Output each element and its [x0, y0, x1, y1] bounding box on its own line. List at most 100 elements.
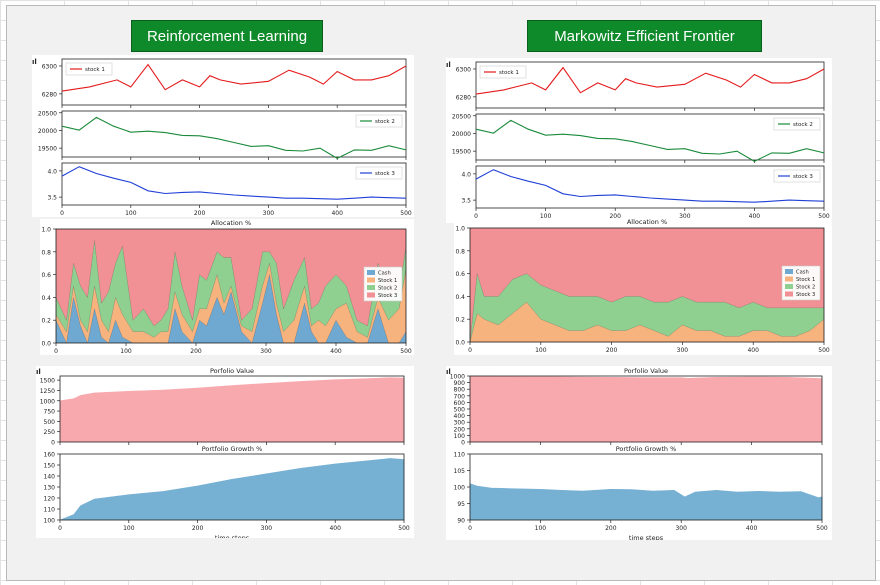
rl-alloc-title: Allocation %: [211, 219, 251, 227]
rl-alloc-xtick-label: 0: [54, 348, 58, 355]
rl-prices-subplot-3-xtick-label: 400: [331, 210, 343, 217]
rl-alloc-xtick-label: 200: [190, 348, 202, 355]
mef-portfolio-value-ytick-label: 0: [461, 440, 465, 447]
mef-prices-subplot-2-ytick-label: 19500: [452, 149, 471, 156]
rl-portfolio-growth-xtick-label: 300: [261, 525, 273, 532]
mef-prices-subplot-2-legend-stock-2: stock 2: [793, 122, 813, 128]
rl-prices-subplot-3-axes-frame: [61, 162, 407, 206]
mef-portfolio-value-ytick-label: 800: [454, 387, 466, 394]
mef-portfolio-value-ytick-label: 1000: [450, 374, 465, 381]
mef-alloc-ytick-label: 0.2: [455, 317, 465, 324]
mef-prices-subplot-3-stock-3-line: [475, 169, 825, 203]
rl-portfolio-value-title: Porfolio Value: [210, 367, 254, 375]
rl-prices-subplot-2-legend-box: [355, 114, 403, 128]
rl-portfolio-growth-ytick-label: 130: [44, 485, 56, 492]
mef-alloc-ytick-label: 0.4: [455, 294, 465, 301]
rl-portfolio-value-ytick-label: 1500: [40, 378, 55, 385]
rl-prices-subplot-3-ytick-label: 4.0: [47, 168, 57, 175]
mef-prices-subplot-1-legend-box: [479, 65, 527, 79]
mef-prices-subplot-2-ytick-label: 20000: [452, 131, 471, 138]
rl-prices-subplot-2-ytick-label: 19500: [38, 146, 57, 153]
header-reinforcement-learning: Reinforcement Learning: [131, 20, 323, 52]
rl-prices-subplot-2-ytick-label: 20500: [38, 110, 57, 117]
mef-portfolio-chart: ıl Porfolio Value 0 100 200 300 400 500 600 700 80…: [446, 366, 832, 540]
rl-portfolio-value-ytick-label: 250: [44, 429, 56, 436]
mef-portfolio-growth-xtick-label: 500: [816, 525, 828, 532]
rl-prices-subplot-1-legend-box: [65, 62, 113, 76]
mef-portfolio-growth-xtick-label: 300: [675, 525, 687, 532]
rl-portfolio-growth-ytick-label: 160: [44, 452, 56, 459]
rl-prices-subplot-2-stock-2-line: [61, 116, 407, 160]
rl-portfolio-growth-ytick-label: 140: [44, 474, 56, 481]
rl-alloc-legend-stock-2: Stock 2: [378, 286, 397, 292]
mef-alloc-legend-stock-3: Stock 3: [796, 292, 815, 298]
mef-prices-subplot-3-axes-frame: [475, 165, 825, 209]
mef-prices-subplot-3-ytick-label: 4.0: [461, 171, 471, 178]
rl-prices-subplot-1-axes-frame: [61, 58, 407, 106]
rl-portfolio-growth-title: Portfolio Growth %: [202, 445, 263, 453]
mef-portfolio-growth-xtick-label: 400: [746, 525, 758, 532]
mef-prices-subplot-3-legend-box: [773, 169, 821, 183]
rl-portfolio-growth-area: [59, 458, 405, 521]
mef-alloc-xtick-label: 500: [818, 347, 830, 354]
rl-prices-subplot-1-ytick-label: 6300: [42, 63, 57, 70]
rl-alloc-ytick-label: 0.8: [41, 249, 51, 256]
rl-prices-subplot-2-legend-stock-2: stock 2: [375, 119, 395, 125]
rl-prices-subplot-3-xtick-label: 500: [400, 210, 412, 217]
rl-portfolio-value-ytick-label: 500: [44, 419, 56, 426]
rl-alloc-xtick-label: 500: [400, 348, 412, 355]
mef-alloc-ytick-label: 0.6: [455, 271, 465, 278]
mef-portfolio-growth-xtick-label: 200: [605, 525, 617, 532]
mef-portfolio-growth-xlabel: time steps: [629, 534, 664, 540]
mef-prices-subplot-1-axes-frame: [475, 61, 825, 109]
mef-portfolio-value-ytick-label: 600: [454, 400, 466, 407]
rl-portfolio-value-ytick-label: 0: [51, 440, 55, 447]
rl-portfolio-chart: ıl Porfolio Value 0 250 500 750 1000 1250 1500 Po…: [36, 366, 414, 538]
rl-portfolio-growth-xtick-label: 500: [398, 525, 410, 532]
mef-portfolio-growth-xtick-label: 100: [535, 525, 547, 532]
mef-alloc-xtick-label: 100: [535, 347, 547, 354]
mef-alloc-ytick-label: 1.0: [455, 226, 465, 233]
rl-portfolio-growth-xtick-label: 0: [58, 525, 62, 532]
rl-portfolio-growth-ytick-label: 150: [44, 463, 56, 470]
rl-alloc-legend-swatch-stock-2: [367, 285, 375, 290]
mef-alloc-xtick-label: 200: [606, 347, 618, 354]
mef-alloc-legend-swatch-stock-3: [785, 291, 793, 297]
rl-alloc-legend-swatch-stock-1: [367, 277, 375, 283]
rl-alloc-legend-stock-3: Stock 3: [378, 293, 397, 299]
rl-alloc-xtick-label: 100: [120, 348, 132, 355]
rl-portfolio-growth-xtick-label: 100: [123, 525, 135, 532]
rl-prices-subplot-3-xtick-label: 300: [263, 210, 275, 217]
rl-stock-prices-chart: ıl 6280 6300 stock 1 19500 20000 20500 stock 2 3…: [32, 55, 414, 217]
rl-portfolio-growth-ytick-label: 110: [44, 507, 56, 514]
rl-prices-subplot-3-xtick-label: 0: [60, 210, 64, 217]
rl-prices-subplot-3-legend-box: [355, 166, 403, 180]
rl-portfolio-growth-ytick-label: 100: [44, 518, 56, 525]
rl-prices-subplot-3-xtick-label: 100: [125, 210, 137, 217]
mef-portfolio-value-ytick-label: 900: [454, 380, 466, 387]
mef-portfolio-corner-mark: ıl: [446, 368, 451, 376]
mef-prices-subplot-3-ytick-label: 3.5: [461, 198, 471, 205]
rl-alloc-axes-frame: [55, 228, 407, 344]
mef-alloc-xtick-label: 300: [677, 347, 689, 354]
rl-portfolio-growth-xtick-label: 200: [192, 525, 204, 532]
rl-portfolio-value-ytick-label: 750: [44, 409, 56, 416]
rl-allocation-chart: Allocation % 0.0 0.2 0.4 0.6 0.8 1.0 0 100 200 300…: [40, 219, 414, 355]
mef-prices-subplot-3-xtick-label: 100: [540, 213, 552, 220]
mef-portfolio-growth-title: Portfolio Growth %: [616, 445, 677, 453]
mef-portfolio-growth-ytick-label: 100: [454, 485, 466, 492]
rl-alloc-xtick-label: 300: [260, 348, 272, 355]
rl-prices-subplot-1-ytick-label: 6280: [42, 91, 57, 98]
mef-prices-subplot-2-axes-frame: [475, 113, 825, 161]
rl-portfolio-value-ytick-label: 1000: [40, 398, 55, 405]
rl-alloc-ytick-label: 0.0: [41, 341, 51, 348]
mef-prices-subplot-3-xtick-label: 500: [818, 213, 830, 220]
rl-portfolio-growth-xlabel: time steps: [215, 534, 250, 538]
rl-alloc-ytick-label: 1.0: [41, 227, 51, 234]
mef-alloc-legend-cash: Cash: [796, 270, 809, 276]
mef-portfolio-value-title: Porfolio Value: [624, 367, 668, 375]
rl-alloc-xtick-label: 400: [330, 348, 342, 355]
mef-portfolio-value-ytick-label: 400: [454, 413, 466, 420]
mef-prices-subplot-3-xtick-label: 300: [679, 213, 691, 220]
mef-prices-corner-mark: ıl: [446, 61, 451, 69]
